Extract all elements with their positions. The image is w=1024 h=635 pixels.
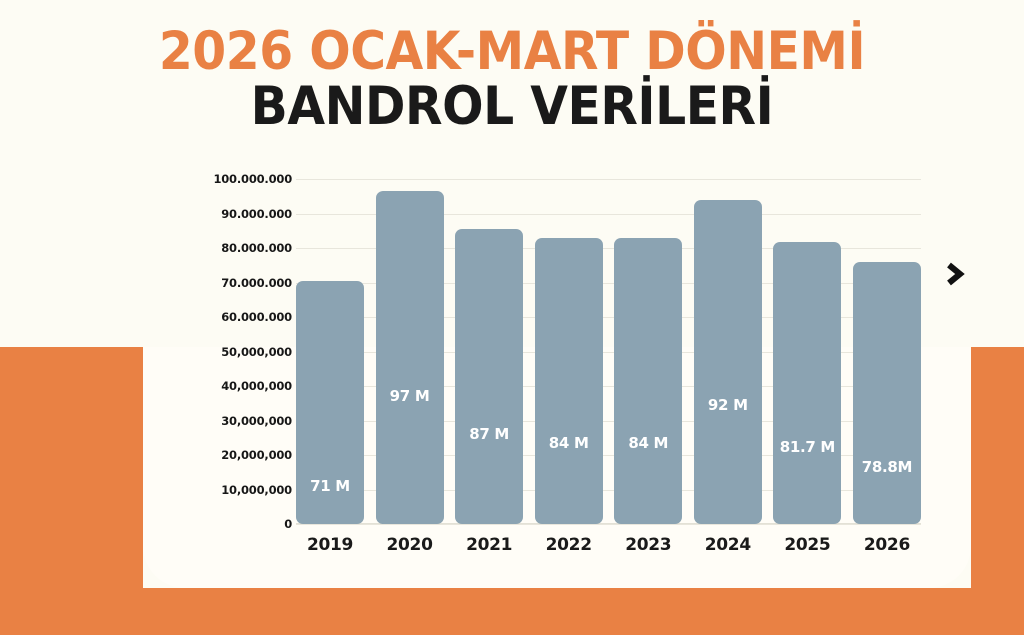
page-title: 2026 OCAK-MART DÖNEMİ BANDROL VERİLERİ [0,24,1024,134]
x-axis-tick-label: 2024 [704,535,751,555]
chart-gridlines [296,179,921,525]
y-axis-tick-label: 10,000,000 [221,482,292,497]
next-arrow-button[interactable] [938,255,972,293]
x-axis-tick-label: 2025 [784,535,831,555]
axis-baseline [296,523,921,524]
bar-slot: 78.8M [852,179,921,524]
title-line-primary: 2026 OCAK-MART DÖNEMİ [158,21,866,82]
decorative-orange-block-left [0,347,143,635]
bar-value-label: 87 M [469,425,510,444]
bar-slot: 84 M [534,179,603,524]
title-line-secondary: BANDROL VERİLERİ [250,76,774,138]
y-axis-tick-label: 60.000.000 [221,310,292,324]
x-axis-tick-label: 2020 [386,535,433,555]
decorative-orange-block-bottom [0,588,1024,635]
bar-value-label: 92 M [707,395,748,414]
gridline [296,386,921,387]
bar-value-label: 81.7 M [779,438,836,457]
gridline [296,213,921,215]
y-axis-tick-label: 100.000.000 [213,172,292,186]
gridline [296,317,921,318]
bar[interactable]: 87 M [455,229,524,524]
x-axis-tick-label: 2021 [466,535,513,555]
y-axis-tick-label: 30,000,000 [221,413,292,428]
gridline [296,524,921,525]
bar-value-label: 71 M [310,476,350,495]
chart-bars: 71 M 97 M 87 M 84 M 84 M 92 M 81.7 M 78.8M [296,179,921,524]
gridline [296,282,921,284]
bar[interactable]: 92 M [693,199,762,524]
bar-value-label: 84 M [548,433,589,452]
y-axis: 100.000.000 90.000.000 80.000.000 70.000.00… [196,172,292,531]
x-axis-tick-label: 2019 [306,535,354,555]
bar[interactable]: 71 M [296,280,364,524]
x-axis-tick-label: 2023 [625,535,672,555]
bar-slot: 81.7 M [773,179,842,524]
y-axis-tick-label: 50,000,000 [221,344,292,359]
bar-slot: 87 M [455,179,524,524]
bar[interactable]: 97 M [375,191,444,524]
gridline [296,420,921,422]
x-axis-tick-label: 2022 [545,535,592,555]
y-axis-tick-label: 90.000.000 [221,206,292,221]
bar-value-label: 78.8M [861,457,913,476]
chevron-right-icon [947,262,965,286]
y-axis-tick-label: 40,000,000 [221,379,292,393]
y-axis-tick-label: 0 [284,517,292,531]
bar[interactable]: 78.8M [852,261,921,524]
x-axis: 2019 2020 2021 2022 2023 2024 2025 2026 [296,535,921,555]
gridline [296,351,921,353]
bar[interactable]: 81.7 M [773,242,842,524]
bar-slot: 71 M [296,179,364,524]
gridline [296,248,921,249]
decorative-orange-block-right [971,347,1024,635]
y-axis-tick-label: 70.000.000 [221,275,292,290]
gridline [296,489,921,491]
bar[interactable]: 84 M [614,237,683,524]
x-axis-tick-label: 2026 [863,535,910,555]
gridline [296,455,921,456]
bar-value-label: 84 M [628,433,669,452]
bar-value-label: 97 M [389,387,430,406]
bar[interactable]: 84 M [534,237,603,524]
bar-slot: 84 M [614,179,683,524]
y-axis-tick-label: 80.000.000 [221,241,292,255]
gridline [296,179,921,180]
bar-slot: 92 M [693,179,762,524]
y-axis-tick-label: 20,000,000 [221,448,292,462]
bar-slot: 97 M [375,179,444,524]
